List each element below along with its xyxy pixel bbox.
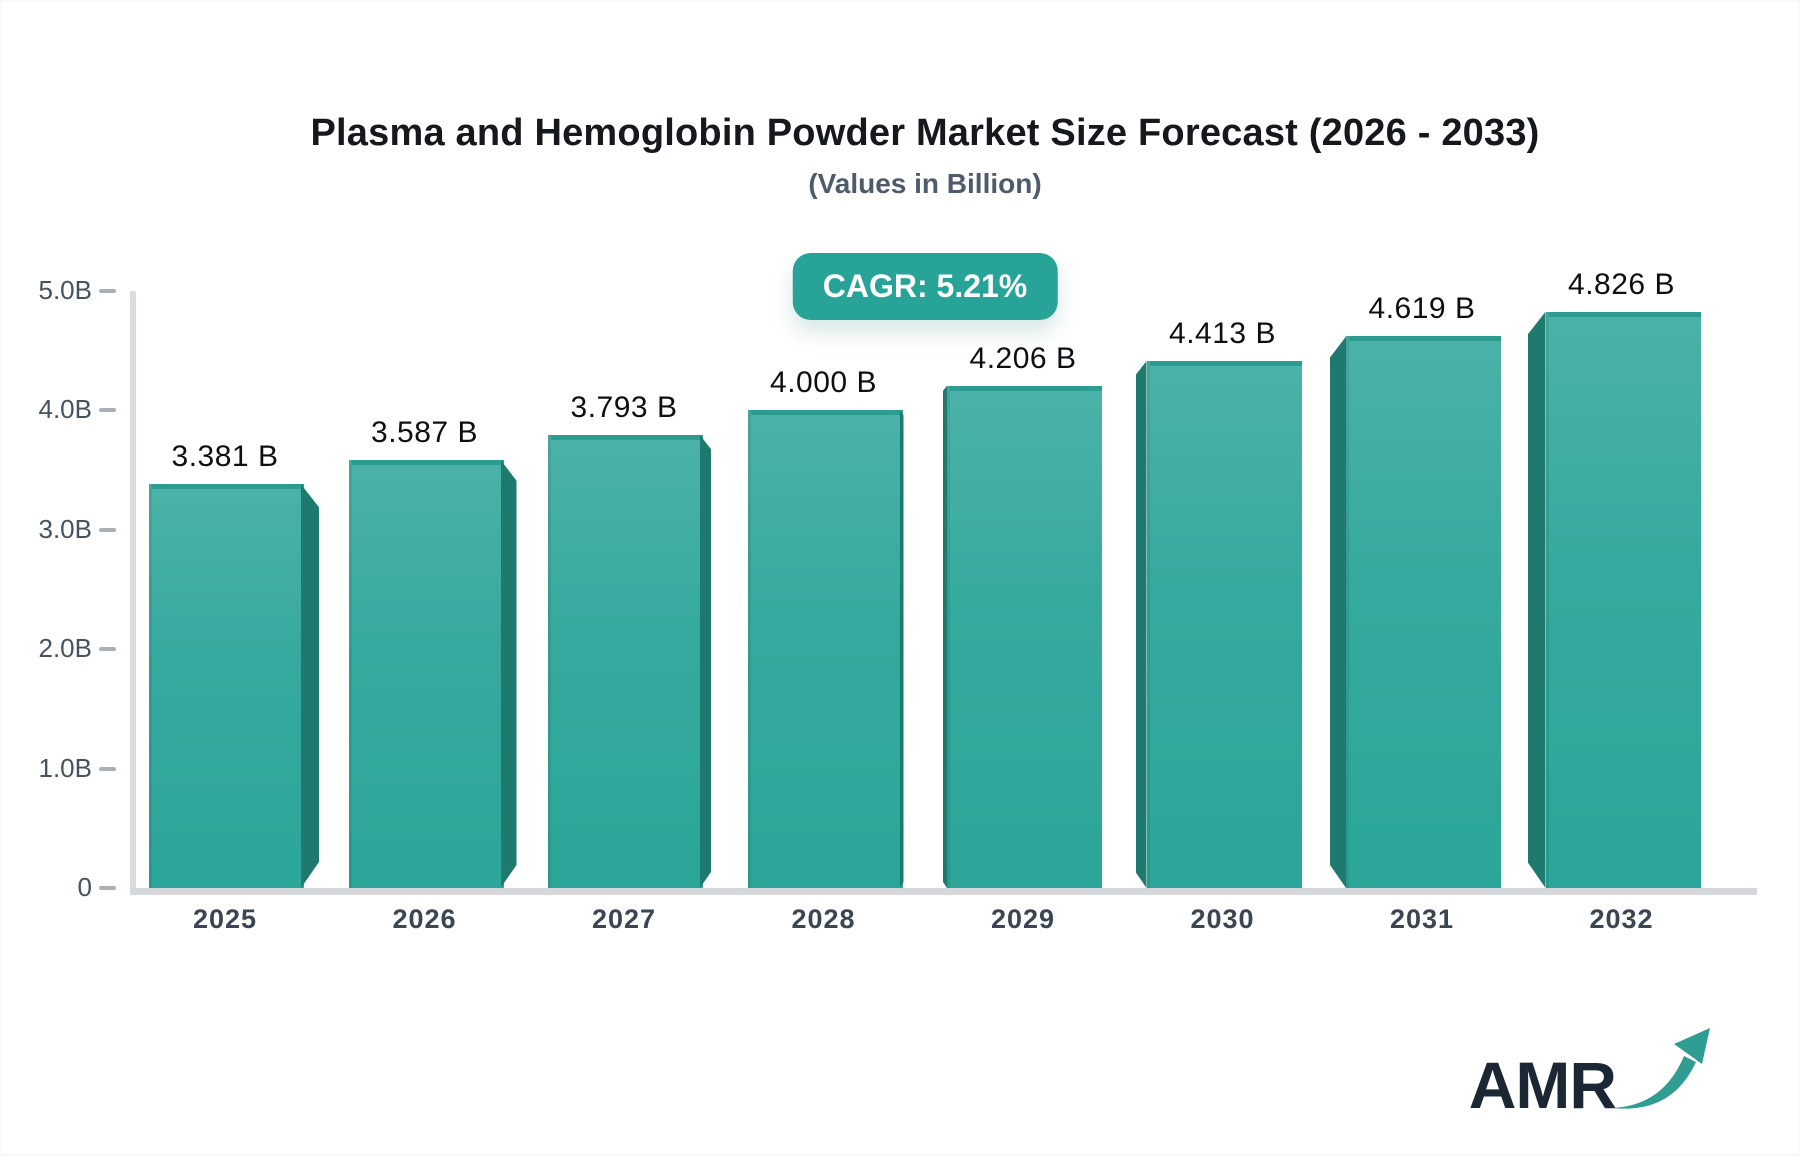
bar-side-face <box>900 410 904 888</box>
amr-logo-text: AMR <box>1468 1048 1617 1122</box>
bar-value-label: 4.206 B <box>969 341 1077 375</box>
bar-value-label: 3.793 B <box>570 391 678 425</box>
chart-title: Plasma and Hemoglobin Powder Market Size… <box>310 112 1540 154</box>
x-axis-label: 2031 <box>1389 904 1455 934</box>
bar-value-label: 4.413 B <box>1169 317 1276 351</box>
y-axis-label: 0 <box>77 872 92 902</box>
amr-logo: AMR <box>1469 1024 1712 1118</box>
y-axis-tick <box>99 766 116 771</box>
bar <box>548 435 703 888</box>
bar-top-face <box>1548 311 1701 317</box>
y-axis-tick <box>99 647 116 652</box>
bar-top-face <box>152 484 304 490</box>
bar-side-face <box>700 435 711 888</box>
bar-top-face <box>750 410 903 416</box>
x-axis-label: 2027 <box>591 904 657 934</box>
bar <box>747 410 903 888</box>
x-axis-line <box>130 888 1757 895</box>
y-axis-tick <box>99 289 116 293</box>
bar-top-face <box>551 435 703 441</box>
bar <box>348 459 504 888</box>
trend-up-arrow-icon <box>1612 1028 1710 1109</box>
bar-top-face <box>1349 336 1501 342</box>
x-axis-label: 2026 <box>392 904 457 934</box>
y-axis-tick <box>99 886 116 890</box>
bar-top-face <box>1149 361 1302 367</box>
y-axis-line <box>130 291 136 892</box>
cagr-badge: CAGR: 5.21% <box>792 253 1058 320</box>
bar-side-face <box>1528 312 1546 888</box>
bar-value-label: 4.619 B <box>1368 292 1476 326</box>
y-axis-label: 5.0B <box>38 275 93 305</box>
bar-side-face <box>301 484 319 888</box>
bar-value-label: 3.381 B <box>171 440 279 474</box>
y-axis-label: 4.0B <box>38 394 93 425</box>
y-axis-label: 2.0B <box>38 633 93 664</box>
y-axis-tick <box>99 527 116 532</box>
x-axis-label: 2025 <box>192 904 258 934</box>
bar-value-label: 4.826 B <box>1568 267 1675 301</box>
y-axis-label: 3.0B <box>38 513 93 544</box>
bar-value-label: 4.000 B <box>770 366 877 400</box>
bar <box>1545 311 1701 888</box>
y-axis-label: 1.0B <box>38 752 93 783</box>
bar-side-face <box>501 460 517 888</box>
bar <box>947 385 1102 888</box>
bar-top-face <box>351 459 504 465</box>
bar <box>1146 361 1302 888</box>
bar-side-face <box>1136 361 1147 888</box>
x-axis-label: 2030 <box>1190 904 1255 934</box>
bar-side-face <box>1330 336 1346 888</box>
x-axis-label: 2029 <box>990 904 1056 934</box>
bar <box>149 484 304 888</box>
bar <box>1346 336 1501 888</box>
bar-side-face <box>943 386 947 888</box>
x-axis-label: 2028 <box>791 904 856 934</box>
bar-value-label: 3.587 B <box>371 415 478 449</box>
chart-subtitle: (Values in Billion) <box>808 168 1042 199</box>
x-axis-label: 2032 <box>1589 904 1654 934</box>
y-axis-tick <box>99 408 116 413</box>
bar-top-face <box>950 385 1102 391</box>
